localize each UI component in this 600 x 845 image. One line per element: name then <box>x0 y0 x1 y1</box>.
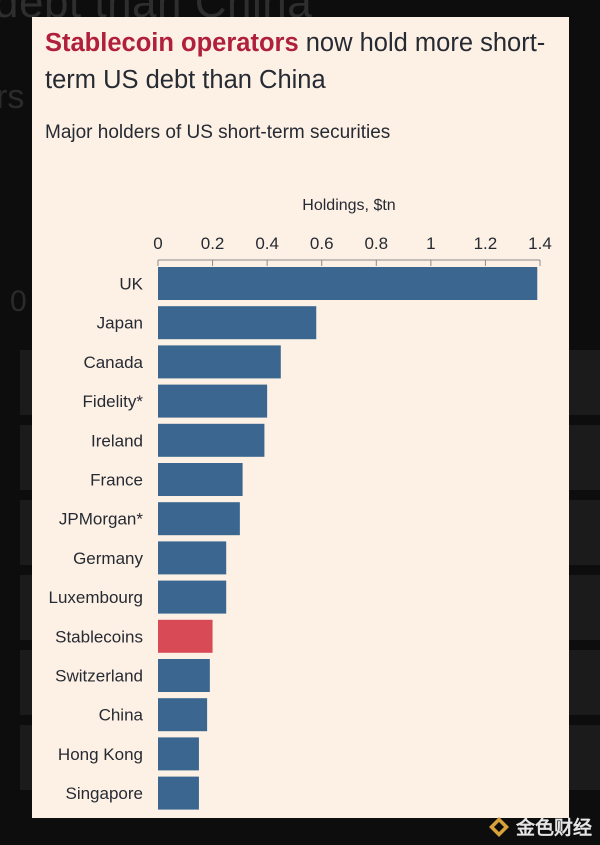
category-label: UK <box>119 275 143 294</box>
bar-singapore <box>158 776 199 810</box>
chart-card: Stablecoin operators now hold more short… <box>32 17 569 818</box>
bar-fidelity <box>158 384 268 418</box>
category-label: Fidelity* <box>83 392 144 411</box>
x-tick-label: 1.2 <box>474 234 498 253</box>
bar-germany <box>158 541 227 575</box>
x-tick-label: 1 <box>426 234 435 253</box>
bar-hong-kong <box>158 737 199 771</box>
chart-title-highlight: Stablecoin operators <box>45 29 299 57</box>
watermark: 金色财经 <box>488 813 592 840</box>
category-label: Canada <box>83 353 143 372</box>
chart-title-rest: now hold more short-term US debt than Ch… <box>45 29 546 94</box>
bar-canada <box>158 345 281 379</box>
category-label: Japan <box>97 314 143 333</box>
bar-uk <box>158 267 538 300</box>
background-article-digit: 0 <box>10 285 27 318</box>
category-label: Switzerland <box>55 667 143 686</box>
bar-chart: Holdings, $tn 0 0.2 0.4 0.6 0.8 1 1.2 1.4 UK Japan… <box>48 197 552 810</box>
category-label: Stablecoins <box>55 627 143 646</box>
category-label: China <box>99 706 144 725</box>
bar-china <box>158 698 208 732</box>
category-label: Luxembourg <box>48 588 143 607</box>
jinse-logo-icon <box>488 816 509 837</box>
category-label: Singapore <box>65 784 143 803</box>
category-label: JPMorgan* <box>59 510 143 529</box>
category-label: Germany <box>73 549 143 568</box>
category-label: Hong Kong <box>58 745 143 764</box>
watermark-text: 金色财经 <box>515 818 592 839</box>
bar-jpmorgan <box>158 502 240 536</box>
bar-switzerland <box>158 659 210 692</box>
category-label: France <box>90 471 143 490</box>
chart-subtitle: Major holders of US short-term securitie… <box>45 122 391 143</box>
x-axis-label: Holdings, $tn <box>302 197 395 214</box>
background-article-text: rs <box>0 78 25 116</box>
x-tick-label: 0.4 <box>255 234 279 253</box>
chart-title: Stablecoin operators now hold more short… <box>45 25 560 99</box>
x-tick-label: 0 <box>153 234 162 253</box>
x-tick-label: 0.6 <box>310 234 334 253</box>
x-tick-label: 1.4 <box>528 234 552 253</box>
bar-stablecoins <box>158 619 213 653</box>
bar-ireland <box>158 423 265 457</box>
bar-luxembourg <box>158 580 227 614</box>
category-label: Ireland <box>91 431 143 450</box>
x-tick-label: 0.8 <box>364 234 388 253</box>
bar-japan <box>158 306 317 340</box>
x-tick-label: 0.2 <box>201 234 225 253</box>
bar-france <box>158 463 243 496</box>
